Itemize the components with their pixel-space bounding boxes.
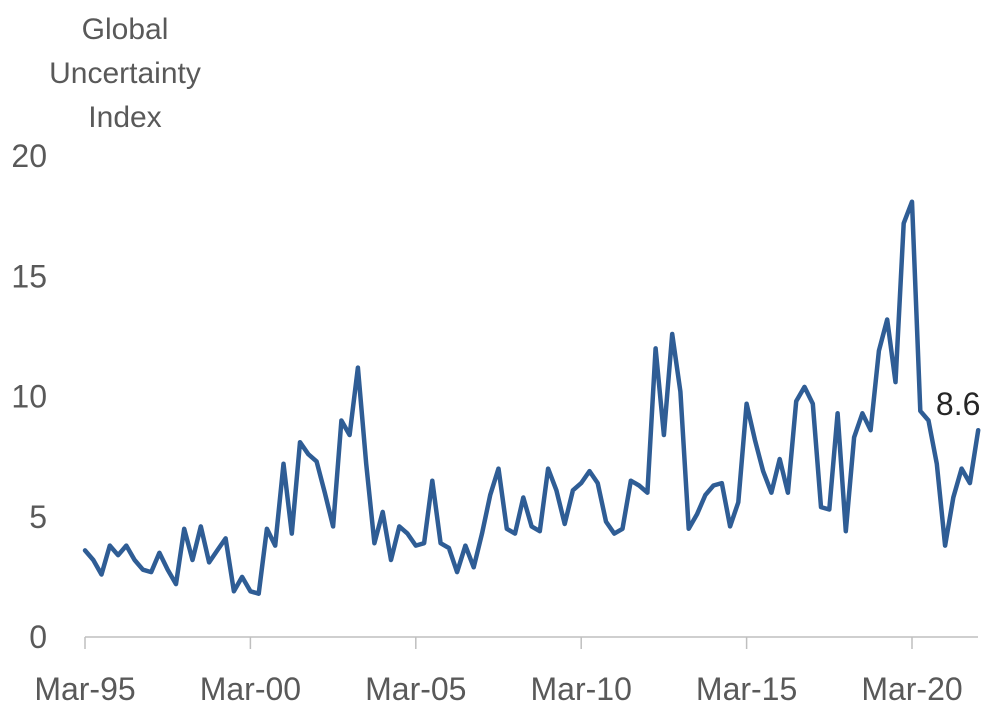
- y-axis-title-line: Index: [88, 101, 161, 134]
- x-tick-label: Mar-15: [696, 671, 797, 707]
- y-tick-label: 10: [11, 379, 47, 415]
- x-tick-label: Mar-20: [861, 671, 962, 707]
- y-axis-title-line: Uncertainty: [49, 57, 201, 90]
- y-tick-label: 0: [29, 619, 47, 655]
- x-tick-label: Mar-95: [34, 671, 135, 707]
- x-axis: Mar-95 Mar-00 Mar-05 Mar-10 Mar-15 Mar-20: [34, 636, 978, 707]
- x-tick-label: Mar-05: [365, 671, 466, 707]
- y-axis: 0 5 10 15 20: [11, 138, 47, 655]
- x-tick-label: Mar-00: [200, 671, 301, 707]
- series-layer: [82, 199, 981, 596]
- y-axis-title-line: Global: [82, 13, 169, 46]
- annotation-layer: 8.6: [936, 386, 980, 422]
- last-value-label: 8.6: [936, 386, 980, 422]
- y-tick-label: 15: [11, 258, 47, 294]
- x-tick-label: Mar-10: [531, 671, 632, 707]
- y-tick-label: 20: [11, 138, 47, 174]
- y-axis-title: Global Uncertainty Index: [49, 13, 201, 134]
- series-line: [82, 199, 981, 596]
- y-tick-label: 5: [29, 499, 47, 535]
